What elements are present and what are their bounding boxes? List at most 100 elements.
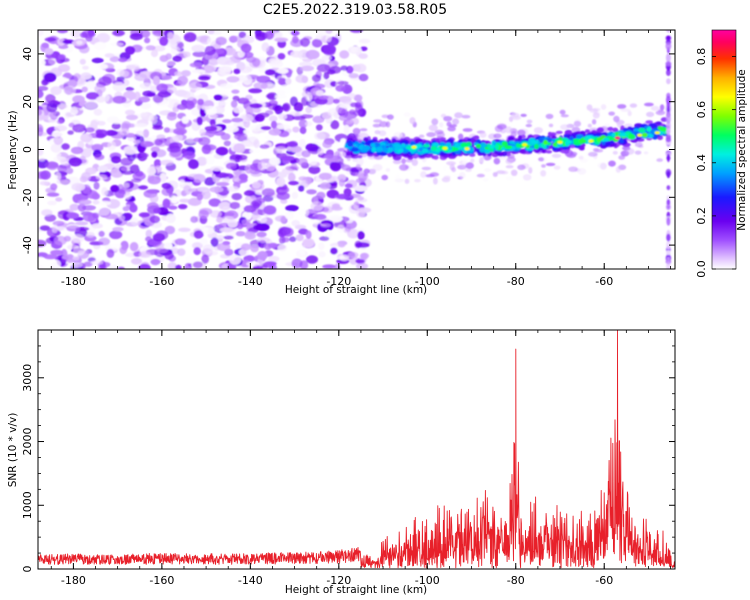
spectral-cell [358, 38, 371, 44]
spectral-cell [280, 198, 288, 204]
spectral-cell [116, 76, 125, 82]
spectral-cell [274, 146, 287, 152]
spectral-cell [45, 162, 59, 169]
snr-y-tick-label: 3000 [21, 364, 34, 392]
spectral-cell [165, 53, 172, 60]
spectral-cell [517, 135, 523, 141]
snr-frame [37, 329, 676, 570]
spectral-cell [190, 216, 199, 223]
spectral-cell [75, 221, 89, 226]
spectral-cell [665, 95, 671, 105]
spectral-cell [181, 116, 189, 124]
spectral-cell [579, 158, 589, 163]
spectral-cell [161, 182, 172, 190]
spectral-cell [394, 178, 405, 183]
spectral-cell [262, 195, 274, 202]
spectral-cell [186, 137, 195, 143]
spectral-cell [666, 30, 670, 33]
spectral-cell [257, 250, 268, 261]
snr-y-tick-label: 0 [21, 566, 34, 573]
spectral-cell [470, 138, 476, 144]
spectral-cell [339, 151, 346, 158]
spectral-cell [120, 157, 133, 166]
spectral-cell [201, 105, 210, 110]
spectral-cell [149, 194, 159, 203]
spectral-cell [347, 228, 360, 239]
spectral-cell [71, 182, 86, 192]
spectral-cell [70, 146, 84, 155]
spectral-cell [316, 30, 328, 36]
spectral-cell [38, 30, 44, 37]
spectral-cell [232, 106, 244, 114]
spectral-cell [246, 261, 260, 267]
spectral-cell [433, 155, 439, 160]
spectral-cell [248, 88, 263, 94]
spectral-cell [138, 264, 151, 269]
spectral-cell [615, 136, 620, 140]
spectral-cell [312, 196, 319, 206]
spectral-cell [290, 50, 303, 58]
spectral-cell [108, 230, 123, 240]
spectral-cell [56, 30, 68, 34]
spectral-cell [316, 63, 331, 73]
spectral-cell [493, 157, 501, 165]
spectral-cell [138, 185, 148, 190]
spectral-cell [98, 76, 112, 86]
spectral-cell [92, 200, 100, 205]
spectral-cell [274, 94, 287, 99]
spectral-cell [295, 74, 308, 84]
spectral-cell [330, 162, 342, 172]
spectral-cell [134, 170, 144, 177]
spectral-cell [85, 92, 100, 100]
spectral-cell [101, 187, 108, 196]
spectral-cell [264, 30, 275, 40]
spectral-cell [322, 44, 336, 55]
spectral-cell [119, 128, 130, 136]
spectral-cell [167, 112, 177, 117]
spectral-cell [349, 30, 363, 33]
spectral-cell [47, 200, 57, 206]
spectral-cell [82, 65, 89, 70]
spectral-cell [298, 244, 306, 255]
spectral-cell [198, 136, 211, 146]
spectral-cell [387, 114, 394, 120]
spectral-cell [591, 119, 597, 125]
spectral-cell [346, 65, 354, 74]
spectral-cell [79, 32, 88, 38]
spectral-cell [53, 136, 64, 145]
spectral-cell [220, 227, 234, 233]
spectral-cell [290, 38, 304, 48]
spectrogram-x-label: Height of straight line (km) [285, 284, 427, 296]
spectral-cell [421, 166, 432, 171]
spectral-cell [492, 172, 498, 177]
spectral-cell [259, 144, 270, 149]
spectral-cell [305, 176, 312, 185]
spectral-cell [409, 117, 416, 125]
spectral-cell [140, 140, 154, 148]
spectral-cell [65, 167, 74, 174]
spectral-cell [349, 256, 359, 265]
spectral-cell [360, 253, 368, 261]
spectral-cell [153, 207, 161, 214]
spectral-cell [104, 53, 115, 58]
spectral-cell [340, 86, 352, 92]
spectral-cell [243, 190, 255, 197]
spectral-cell [443, 116, 453, 122]
spectral-cell [385, 168, 391, 172]
spectral-cell [666, 64, 671, 72]
spectral-cell [353, 94, 363, 102]
spectral-cell [94, 154, 105, 161]
spectral-cell [46, 102, 58, 113]
spectral-cell [308, 165, 321, 175]
spectral-cell [118, 70, 130, 78]
spectral-cell [182, 151, 196, 160]
spectral-cell [321, 207, 330, 212]
spectral-cell [355, 262, 369, 269]
spectral-cell [45, 94, 56, 103]
spectral-cell [665, 250, 672, 256]
spectral-cell [305, 106, 313, 114]
colorbar-tick-label: 0.6 [695, 101, 708, 119]
spectral-cell [124, 109, 136, 116]
spectral-cell [322, 140, 333, 149]
